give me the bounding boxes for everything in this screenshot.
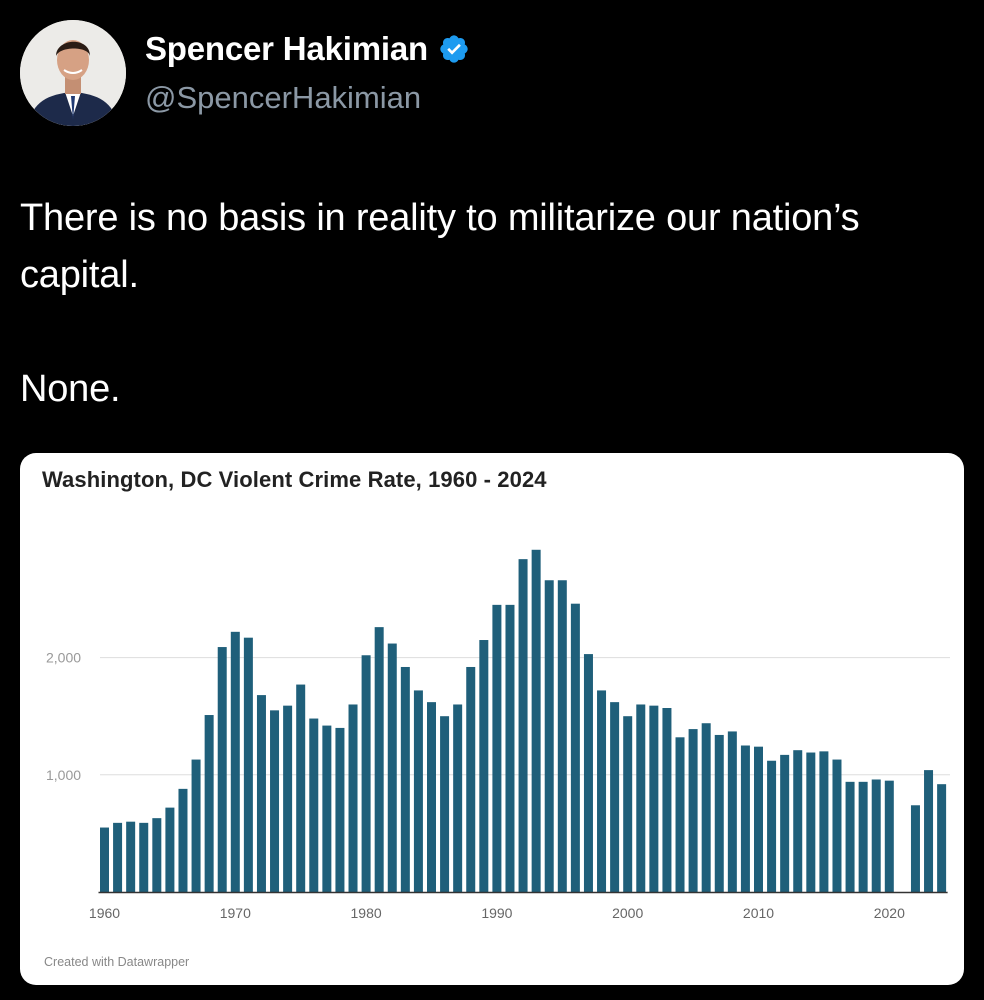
bar	[740, 745, 750, 892]
author-avatar[interactable]	[20, 20, 126, 126]
tweet-text-line: None.	[20, 368, 121, 410]
bar	[387, 643, 397, 892]
bar	[139, 822, 149, 892]
bar	[557, 580, 567, 892]
x-tick-label: 2020	[874, 905, 905, 921]
bar	[505, 604, 515, 892]
bar	[243, 637, 253, 892]
bar	[636, 704, 646, 892]
author-handle[interactable]: @SpencerHakimian	[145, 80, 422, 115]
x-tick-label: 1960	[89, 905, 120, 921]
bar	[531, 549, 541, 892]
bar	[544, 580, 554, 892]
bar	[688, 729, 698, 892]
bar	[283, 705, 293, 892]
bar	[427, 702, 436, 892]
verified-badge-icon	[440, 35, 468, 63]
chart-title: Washington, DC Violent Crime Rate, 1960 …	[42, 467, 547, 492]
bar	[871, 779, 881, 892]
bar	[113, 822, 123, 892]
chart-credit: Created with Datawrapper	[44, 955, 190, 969]
bar	[832, 759, 842, 892]
bar	[910, 805, 920, 892]
bar	[440, 716, 450, 892]
bar	[767, 760, 777, 892]
bar	[754, 746, 763, 892]
bar	[165, 807, 175, 892]
bar	[701, 723, 711, 892]
bar	[675, 737, 685, 892]
avatar-image	[20, 20, 126, 126]
x-tick-label: 1980	[351, 905, 382, 921]
bar	[780, 754, 790, 892]
bar	[583, 654, 593, 892]
bar	[126, 821, 136, 892]
bar	[492, 604, 502, 892]
bar	[937, 784, 947, 892]
bar	[178, 788, 188, 892]
tweet-media-chart[interactable]: Washington, DC Violent Crime Rate, 1960 …	[20, 453, 964, 985]
bar	[819, 751, 829, 892]
bar	[623, 716, 633, 892]
bar	[518, 559, 528, 892]
bar	[610, 702, 620, 892]
bar	[100, 827, 109, 892]
bar	[152, 818, 162, 892]
tweet-text: There is no basis in reality to militari…	[20, 190, 960, 418]
bar	[204, 715, 214, 892]
bar-chart: 1,000 2,000 1960 1970 1980 1990 2000 2010 2020	[46, 549, 950, 921]
bar	[217, 647, 227, 892]
bar	[924, 770, 934, 892]
bar	[793, 750, 803, 892]
bar	[845, 781, 855, 892]
bar	[570, 603, 580, 892]
bar	[374, 627, 384, 892]
author-display-name[interactable]: Spencer Hakimian	[145, 30, 428, 67]
bar	[479, 640, 489, 892]
bar	[230, 631, 240, 892]
y-tick-label: 1,000	[46, 767, 81, 783]
x-tick-label: 2010	[743, 905, 774, 921]
bar	[413, 690, 423, 892]
bar	[256, 695, 266, 892]
bar	[466, 666, 476, 892]
bar	[884, 780, 894, 892]
x-tick-label: 1970	[220, 905, 251, 921]
bar	[858, 781, 868, 892]
bar	[348, 704, 358, 892]
bar	[662, 708, 672, 892]
bar	[361, 655, 371, 892]
bar	[335, 727, 345, 892]
bar	[714, 734, 724, 892]
tweet-text-line: There is no basis in reality to militari…	[20, 197, 860, 296]
bar	[453, 704, 463, 892]
bar	[806, 752, 816, 892]
y-tick-label: 2,000	[46, 650, 81, 666]
author-name-row: Spencer Hakimian	[145, 30, 470, 68]
bar	[296, 684, 306, 892]
bar	[727, 731, 737, 892]
bar	[649, 705, 659, 892]
bar	[191, 759, 201, 892]
bar	[309, 718, 319, 892]
bar	[270, 710, 280, 892]
bar	[322, 725, 332, 892]
x-tick-label: 1990	[481, 905, 512, 921]
bar	[400, 666, 410, 892]
bar	[597, 690, 607, 892]
x-tick-label: 2000	[612, 905, 643, 921]
